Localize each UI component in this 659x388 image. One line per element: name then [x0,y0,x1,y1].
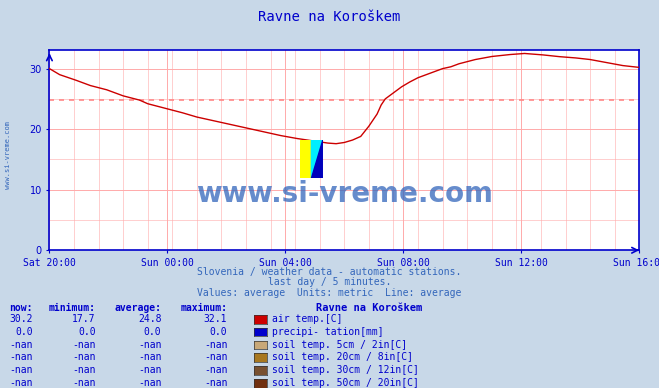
Text: 0.0: 0.0 [144,327,161,337]
Text: 0.0: 0.0 [78,327,96,337]
Text: -nan: -nan [9,352,33,362]
Text: -nan: -nan [72,365,96,375]
Text: soil temp. 5cm / 2in[C]: soil temp. 5cm / 2in[C] [272,340,407,350]
Text: Slovenia / weather data - automatic stations.: Slovenia / weather data - automatic stat… [197,267,462,277]
Polygon shape [312,140,323,178]
Text: www.si-vreme.com: www.si-vreme.com [196,180,493,208]
Text: Ravne na Koroškem: Ravne na Koroškem [316,303,422,314]
Text: -nan: -nan [9,340,33,350]
Text: 17.7: 17.7 [72,314,96,324]
Text: soil temp. 50cm / 20in[C]: soil temp. 50cm / 20in[C] [272,378,418,388]
Text: -nan: -nan [204,352,227,362]
Text: Values: average  Units: metric  Line: average: Values: average Units: metric Line: aver… [197,288,462,298]
Text: -nan: -nan [72,340,96,350]
Text: now:: now: [9,303,33,314]
Text: last day / 5 minutes.: last day / 5 minutes. [268,277,391,288]
Text: www.si-vreme.com: www.si-vreme.com [5,121,11,189]
Text: -nan: -nan [138,352,161,362]
Text: maximum:: maximum: [181,303,227,314]
Text: -nan: -nan [204,365,227,375]
Text: average:: average: [115,303,161,314]
Text: 32.1: 32.1 [204,314,227,324]
Text: -nan: -nan [204,378,227,388]
Text: -nan: -nan [9,378,33,388]
Text: -nan: -nan [138,365,161,375]
Text: 0.0: 0.0 [15,327,33,337]
Text: -nan: -nan [138,340,161,350]
Text: -nan: -nan [72,352,96,362]
Bar [300,140,312,178]
Text: -nan: -nan [204,340,227,350]
Text: 30.2: 30.2 [9,314,33,324]
Text: air temp.[C]: air temp.[C] [272,314,342,324]
Text: soil temp. 20cm / 8in[C]: soil temp. 20cm / 8in[C] [272,352,413,362]
Text: -nan: -nan [138,378,161,388]
Text: precipi- tation[mm]: precipi- tation[mm] [272,327,383,337]
Text: minimum:: minimum: [49,303,96,314]
Text: 0.0: 0.0 [210,327,227,337]
Text: -nan: -nan [72,378,96,388]
Text: -nan: -nan [9,365,33,375]
Text: 24.8: 24.8 [138,314,161,324]
Polygon shape [312,140,323,178]
Text: Ravne na Koroškem: Ravne na Koroškem [258,10,401,24]
Text: soil temp. 30cm / 12in[C]: soil temp. 30cm / 12in[C] [272,365,418,375]
